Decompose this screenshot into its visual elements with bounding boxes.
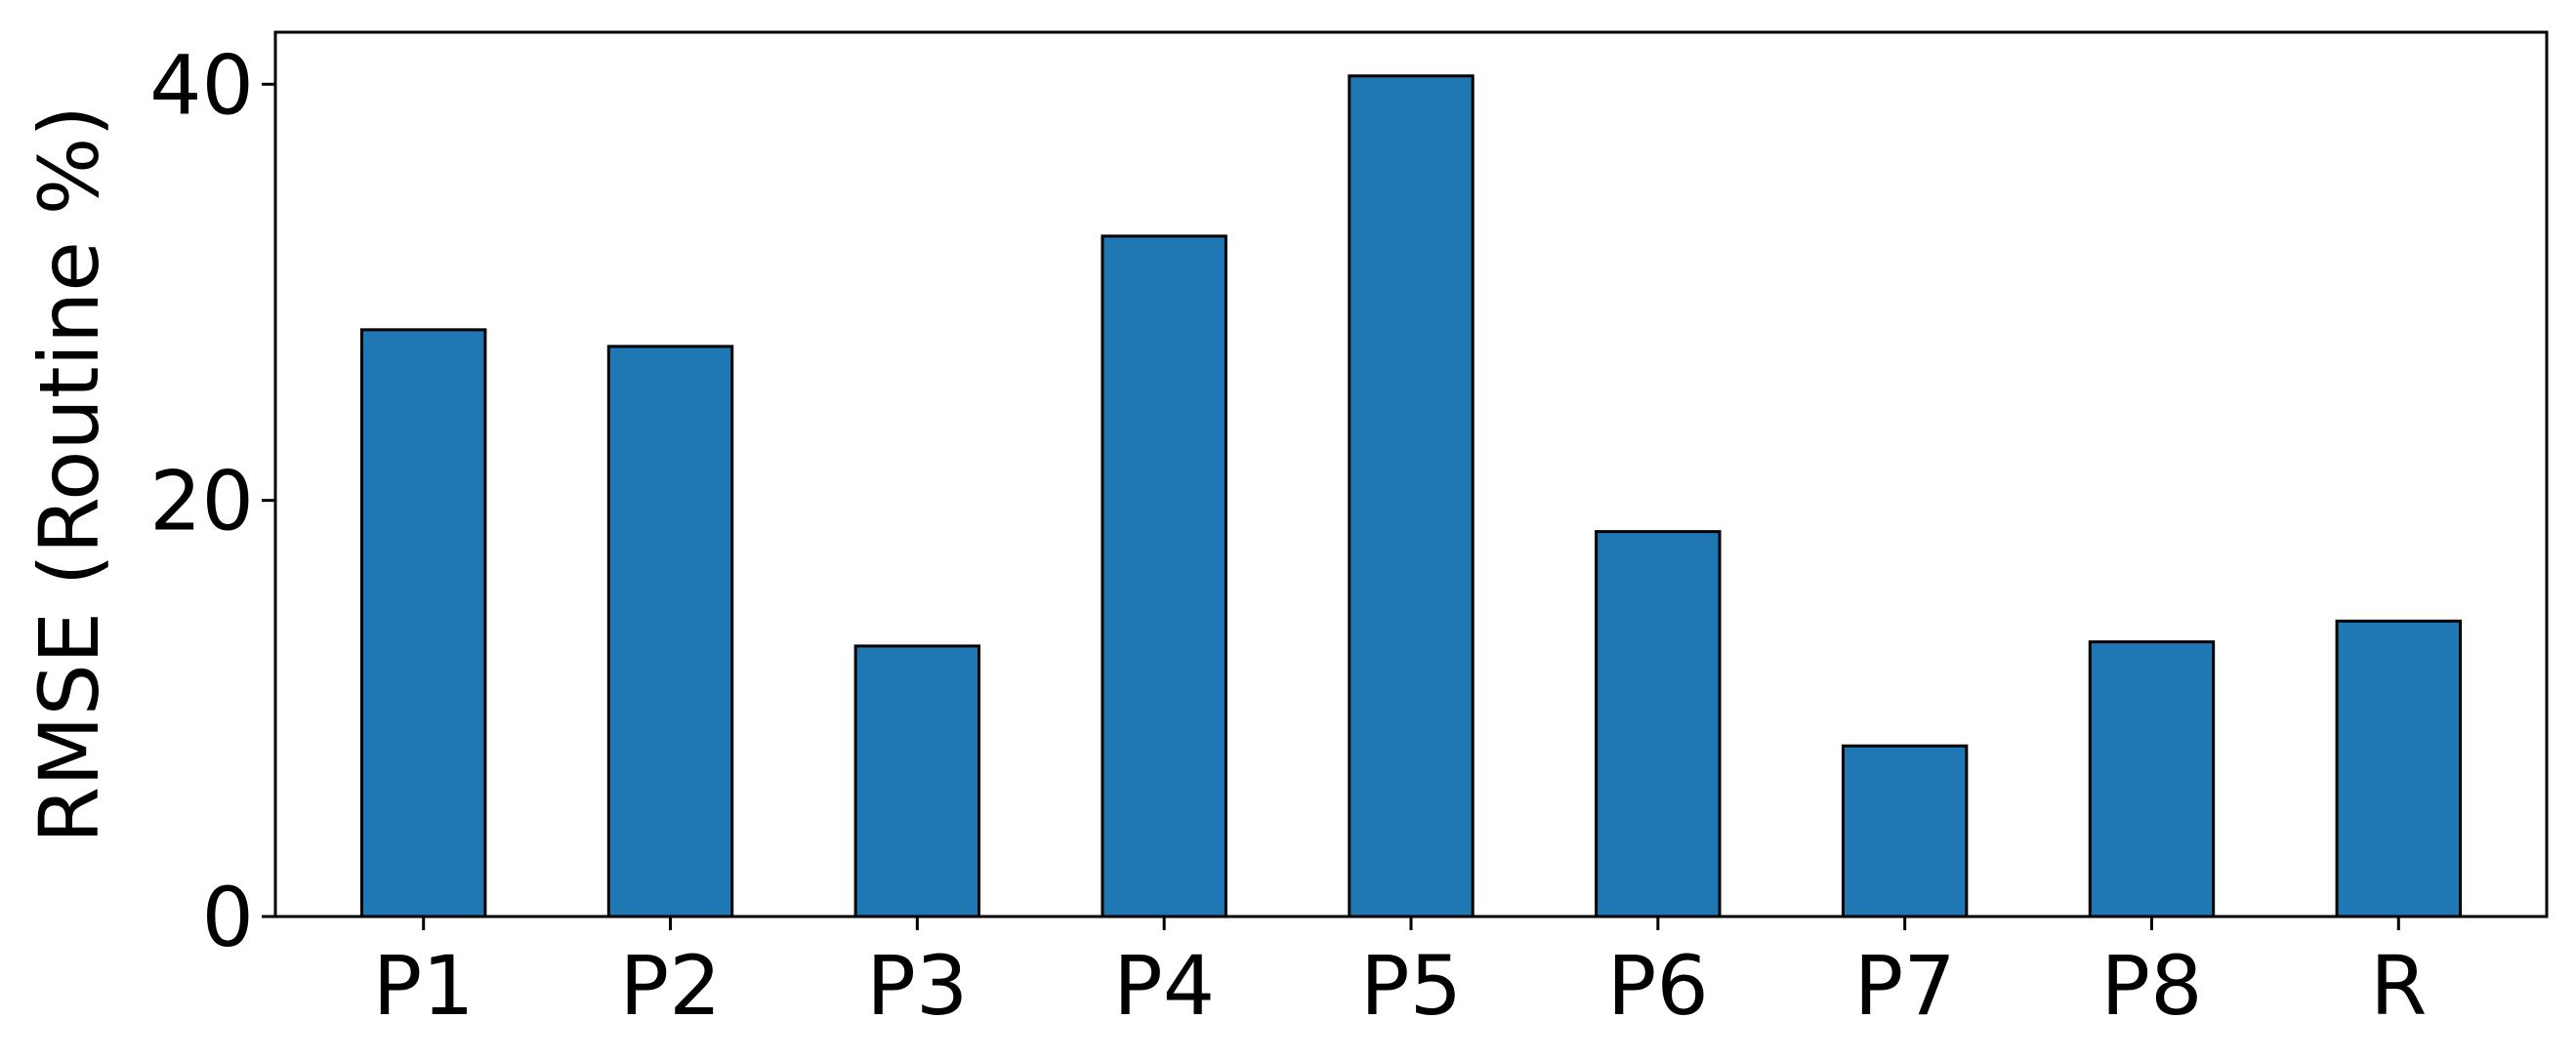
x-tick-label-p2: P2 — [619, 938, 721, 1034]
bar-p3 — [853, 644, 981, 918]
x-tick-label-p6: P6 — [1607, 938, 1709, 1034]
bar-p2 — [606, 345, 734, 918]
plot-frame — [273, 30, 2549, 918]
y-tick-label-40: 40 — [149, 37, 254, 133]
x-tick-label-p3: P3 — [866, 938, 968, 1034]
bars-layer — [359, 74, 2463, 918]
y-tick-label-20: 20 — [149, 454, 254, 550]
bar-p4 — [1101, 234, 1227, 918]
ticks-layer: P1 P2 P3 P4 P5 P6 P7 P8 R 0 20 40 — [149, 37, 2427, 1034]
x-tick-label-r: R — [2370, 938, 2427, 1034]
x-tick-label-p1: P1 — [373, 938, 475, 1034]
bar-p6 — [1595, 530, 1722, 918]
x-tick-label-p5: P5 — [1360, 938, 1462, 1034]
bar-p8 — [2088, 640, 2216, 918]
bar-p1 — [359, 328, 487, 918]
bar-r — [2335, 619, 2463, 918]
y-tick-label-0: 0 — [202, 870, 254, 965]
bar-p5 — [1348, 74, 1475, 918]
y-axis-label: RMSE (Routine %) — [21, 105, 117, 843]
x-tick-label-p8: P8 — [2100, 938, 2202, 1034]
bar-p7 — [1841, 744, 1969, 918]
x-tick-label-p7: P7 — [1854, 938, 1956, 1034]
x-tick-label-p4: P4 — [1113, 938, 1215, 1034]
